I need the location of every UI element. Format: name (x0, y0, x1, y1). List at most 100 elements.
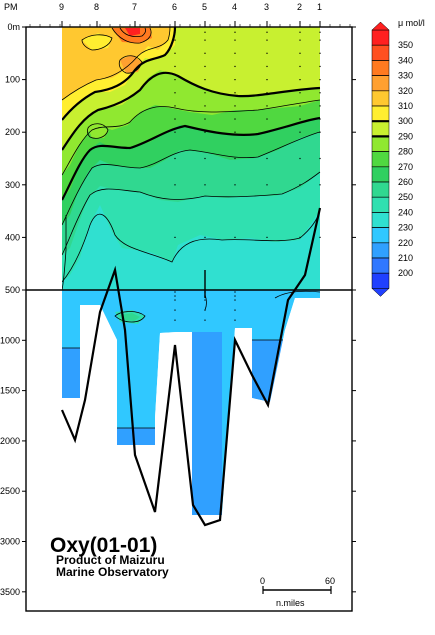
scale-bar-end: 60 (325, 576, 335, 586)
sample-dot (266, 52, 268, 54)
legend-label-210: 210 (398, 253, 413, 263)
sample-dot (174, 39, 176, 41)
sample-dot (319, 236, 321, 238)
sample-dot (319, 65, 321, 68)
contour-260 (61, 131, 321, 226)
depth-label-400: 400 (5, 232, 20, 242)
station-label-8: 8 (94, 2, 99, 12)
contour-310 (61, 27, 171, 101)
sample-dot (234, 79, 236, 81)
sample-dot (266, 65, 268, 68)
sample-dot (174, 31, 176, 33)
legend-swatch-300 (371, 105, 390, 122)
legend-unit: μ mol/l (398, 18, 425, 28)
sample-dot (266, 39, 268, 41)
legend-swatch-340 (371, 44, 390, 61)
sample-dot (234, 39, 236, 41)
sample-dot (299, 184, 301, 186)
sample-dot (204, 65, 206, 68)
sample-dot (204, 236, 206, 238)
sample-dot (319, 92, 321, 94)
sample-dot (204, 39, 206, 41)
station-ticks: 9 8 7 6 5 4 3 2 1 (29, 2, 351, 27)
sample-dot (234, 52, 236, 54)
depth-label-3000: 3000 (0, 537, 20, 547)
legend-label-260: 260 (398, 177, 413, 187)
contour-280-pocket (87, 123, 109, 139)
depth-label-300: 300 (5, 180, 20, 190)
sample-dot (299, 52, 301, 54)
sample-dot (204, 52, 206, 54)
sample-dot (174, 184, 176, 186)
sample-dot (234, 309, 236, 311)
sample-dot (204, 184, 206, 186)
depth-label-1000: 1000 (0, 335, 20, 345)
sample-dot (266, 105, 268, 107)
legend-label-250: 250 (398, 192, 413, 202)
sample-dot (204, 92, 206, 94)
legend-swatch-320 (371, 75, 390, 92)
sample-dot (319, 184, 321, 186)
sample-dot (299, 31, 301, 33)
deep-water-210b (117, 428, 155, 445)
sample-dot (174, 236, 176, 238)
legend-swatch-260 (371, 166, 390, 183)
station-label-6: 6 (172, 2, 177, 12)
sample-dot (319, 131, 321, 133)
legend-swatch-330 (371, 60, 390, 76)
sample-dot (319, 157, 321, 160)
sample-dot (174, 118, 176, 120)
station-label-9: 9 (59, 2, 64, 12)
depth-label-2000: 2000 (0, 436, 20, 446)
sample-dot (266, 92, 268, 94)
contour-330 (111, 27, 152, 44)
sample-dot (174, 295, 176, 297)
legend-swatch-350 (371, 29, 390, 46)
station-label-3: 3 (264, 2, 269, 12)
sample-dot (299, 79, 301, 81)
legend-swatch-280 (371, 136, 390, 152)
legend-label-290: 290 (398, 131, 413, 141)
sample-dot (266, 157, 268, 160)
sample-dot (204, 131, 206, 133)
sample-dot (319, 105, 321, 107)
bottom-profile-line (60, 207, 322, 527)
legend-label-270: 270 (398, 162, 413, 172)
station-label-5: 5 (202, 2, 207, 12)
chart-title: Oxy(01-01) (50, 534, 157, 557)
sample-dot (204, 157, 206, 160)
sample-dot (174, 157, 176, 160)
legend: 350 340 330 320 310 300 290 280 270 260 250 240 230 2… (371, 21, 413, 297)
legend-label-280: 280 (398, 147, 413, 157)
station-label-4: 4 (232, 2, 237, 12)
sample-dot (234, 118, 236, 120)
sample-dot (234, 236, 236, 238)
chart-subtitle-line-1: Product of Maizuru (56, 553, 165, 567)
station-label-1: 1 (317, 2, 322, 12)
legend-label-350: 350 (398, 40, 413, 50)
sample-dot (204, 105, 206, 107)
sample-dot (319, 31, 321, 33)
sample-dot (174, 79, 176, 81)
station-label-7: 7 (132, 2, 137, 12)
sample-dot (234, 299, 236, 301)
depth-label-200: 200 (5, 127, 20, 137)
sample-dot (319, 79, 321, 81)
sample-dot (299, 131, 301, 133)
sample-dot (299, 92, 301, 94)
sample-dot (299, 65, 301, 68)
legend-swatch-200 (371, 257, 390, 274)
depth-label-1500: 1500 (0, 386, 20, 396)
plot-frame (25, 26, 353, 612)
sample-dot (299, 118, 301, 120)
legend-label-230: 230 (398, 223, 413, 233)
no-data-mask-a (26, 27, 352, 611)
fill-300-pocket (82, 33, 112, 50)
depth-label-500: 500 (5, 285, 20, 295)
sample-dot (174, 105, 176, 107)
sample-dot (234, 291, 236, 293)
legend-swatch-220 (371, 227, 390, 244)
sample-dot (234, 65, 236, 68)
sample-dot (266, 184, 268, 186)
